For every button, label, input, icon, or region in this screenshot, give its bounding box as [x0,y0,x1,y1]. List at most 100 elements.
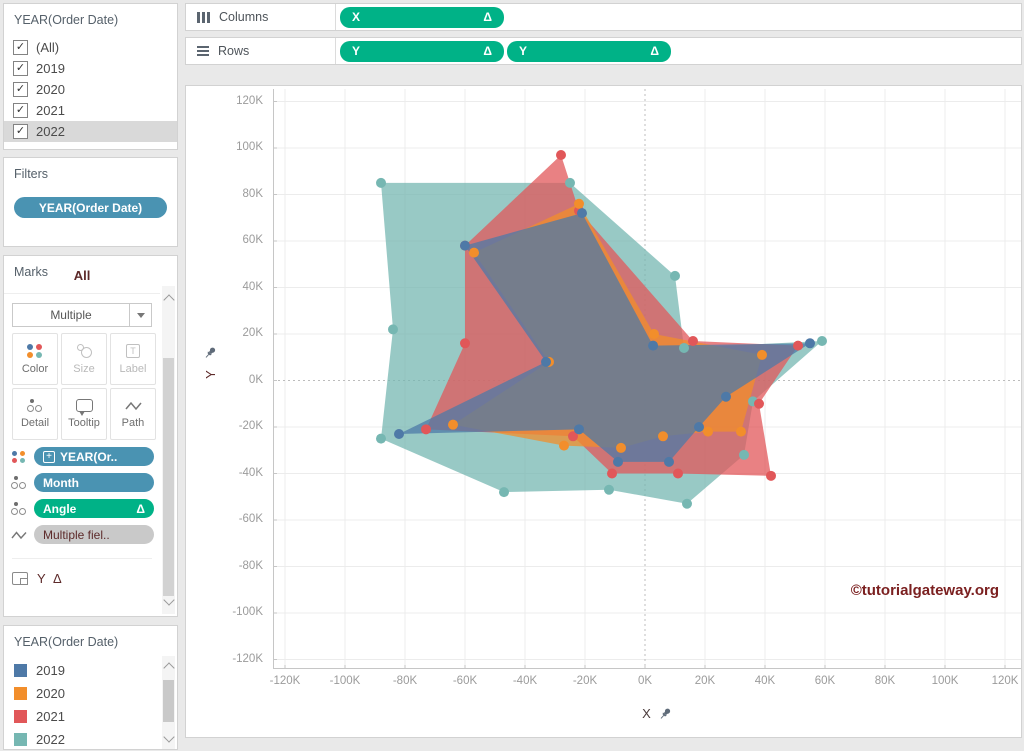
checkbox-icon[interactable]: ✓ [13,61,28,76]
pill-angle[interactable]: Angle Δ [34,499,154,518]
pill-multiple-fields[interactable]: Multiple fiel.. [34,525,154,544]
mark-dot-2019[interactable] [460,240,470,251]
mark-dot-2022[interactable] [388,324,398,335]
mark-dot-2019[interactable] [805,338,815,349]
mark-dot-2019[interactable] [541,356,551,367]
mark-dot-2021[interactable] [460,338,470,349]
x-tick-label: 100K [931,675,959,687]
legend-item-2020[interactable]: 2020 [4,682,177,705]
label-button[interactable]: T Label [110,333,156,385]
mark-dot-2021[interactable] [688,335,698,346]
x-tick-label: -40K [512,675,538,687]
mark-dot-2021[interactable] [793,340,803,351]
marks-scrollbar[interactable] [162,286,175,614]
mark-dot-2022[interactable] [670,270,680,281]
mark-dot-2019[interactable] [648,340,659,351]
mark-dot-2020[interactable] [736,426,746,437]
legend-item-2022[interactable]: 2022 [4,728,177,751]
mark-dot-2022[interactable] [817,335,827,346]
mark-dot-2021[interactable] [754,398,764,409]
scroll-down-icon[interactable] [163,594,175,606]
mark-type-dropdown[interactable]: Multiple [12,303,152,327]
marks-section-all[interactable]: All [4,256,160,294]
mark-dot-2019[interactable] [394,428,404,439]
filter-pill-year-order-date[interactable]: YEAR(Order Date) [14,197,167,218]
dropdown-caret[interactable] [129,304,151,326]
mark-dot-2020[interactable] [649,329,659,339]
filter-option-all[interactable]: ✓ (All) [4,37,177,58]
scroll-down-icon[interactable] [163,731,175,743]
y-axis-title-text[interactable]: Y [202,370,218,379]
path-button[interactable]: Path [110,388,156,440]
scroll-up-icon[interactable] [163,294,175,306]
mark-dot-2020[interactable] [559,440,569,451]
x-tick-label: 60K [814,675,836,687]
y-axis-pin-icon[interactable] [203,346,217,360]
filter-option-2022[interactable]: ✓ 2022 [4,121,177,142]
mark-dot-2022[interactable] [376,177,386,188]
tooltip-button[interactable]: Tooltip [61,388,107,440]
mark-dot-2019[interactable] [574,424,584,435]
filter-option-2019[interactable]: ✓ 2019 [4,58,177,79]
size-button[interactable]: Size [61,333,107,385]
mark-dot-2020[interactable] [574,198,584,209]
filter-option-2020[interactable]: ✓ 2020 [4,79,177,100]
scrollbar-thumb[interactable] [163,358,174,596]
pill-month[interactable]: Month [34,473,154,492]
mark-dot-2020[interactable] [616,442,626,453]
mark-dot-2020[interactable] [469,247,479,258]
mark-dot-2020[interactable] [703,426,713,437]
mark-dot-2022[interactable] [499,487,509,498]
pill-year-order-date[interactable]: + YEAR(Or.. [34,447,154,466]
detail-button[interactable]: Detail [12,388,58,440]
mark-dot-2022[interactable] [604,484,614,495]
mark-dot-2020[interactable] [757,349,767,360]
mark-dot-2020[interactable] [658,431,668,442]
mark-dot-2021[interactable] [556,149,566,160]
mark-dot-2022[interactable] [679,342,689,353]
color-icon [27,343,43,358]
color-button[interactable]: Color [12,333,58,385]
checkbox-icon[interactable]: ✓ [13,40,28,55]
mark-dot-2021[interactable] [673,468,683,479]
x-tick-label: -20K [572,675,598,687]
legend-scrollbar[interactable] [162,656,175,749]
mark-dot-2022[interactable] [376,433,386,444]
mark-dot-2022[interactable] [565,177,575,188]
mark-dot-2019[interactable] [721,391,731,402]
series-area-2019[interactable] [399,213,810,462]
mark-dot-2022[interactable] [739,449,749,460]
mark-dot-2021[interactable] [568,431,578,442]
mark-dot-2021[interactable] [607,468,617,479]
mark-pill-row: Angle Δ [10,499,154,518]
mark-dot-2019[interactable] [613,456,623,467]
mark-dot-2021[interactable] [766,470,776,481]
x-axis-title-text[interactable]: X [642,706,651,721]
mark-dot-2019[interactable] [577,208,587,219]
scrollbar-thumb[interactable] [163,680,174,722]
filter-option-label: 2020 [36,82,65,97]
mark-dot-2020[interactable] [448,419,458,430]
checkbox-icon[interactable]: ✓ [13,124,28,139]
measure-row-y[interactable]: Y Δ [12,558,152,586]
legend-item-2019[interactable]: 2019 [4,659,177,682]
legend-swatch [14,687,27,700]
filters-card: Filters YEAR(Order Date) [3,157,178,247]
checkbox-icon[interactable]: ✓ [13,103,28,118]
mark-dot-2019[interactable] [664,456,674,467]
checkbox-icon[interactable]: ✓ [13,82,28,97]
mark-dot-2019[interactable] [694,422,704,432]
plus-box-icon[interactable]: + [43,450,55,463]
filter-option-2021[interactable]: ✓ 2021 [4,100,177,121]
plot-area[interactable] [273,89,1021,669]
legend-item-2021[interactable]: 2021 [4,705,177,728]
scroll-up-icon[interactable] [163,662,175,674]
mark-dot-2022[interactable] [682,498,692,509]
mark-dot-2021[interactable] [421,424,431,435]
x-axis-pin-icon[interactable] [658,707,672,721]
